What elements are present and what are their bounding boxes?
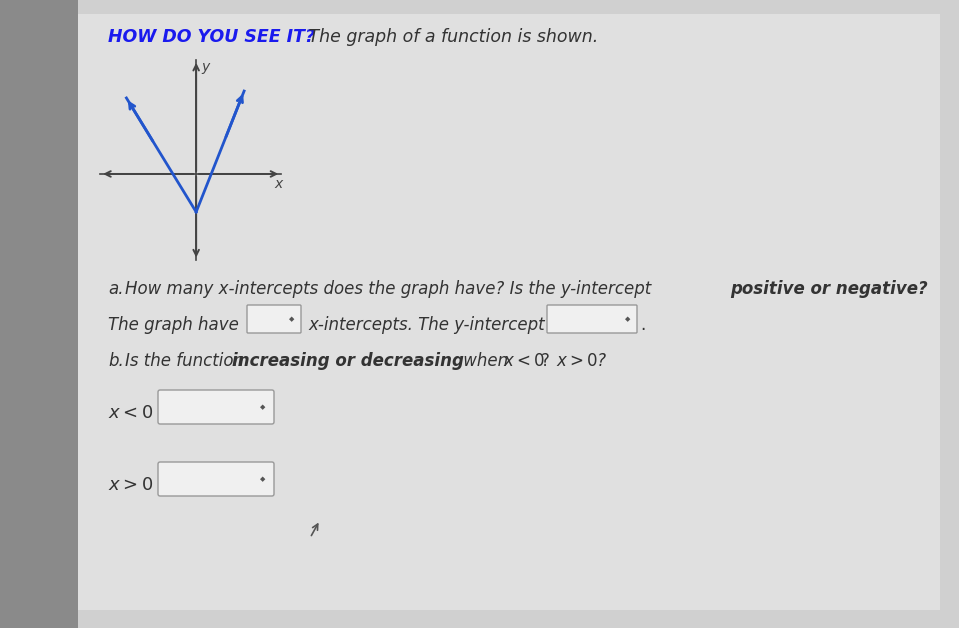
Text: ?: ? — [592, 352, 606, 370]
Text: HOW DO YOU SEE IT?: HOW DO YOU SEE IT? — [108, 28, 316, 46]
Text: y: y — [201, 60, 210, 74]
Text: x-intercepts. The y-intercept is: x-intercepts. The y-intercept is — [308, 316, 563, 334]
Text: ◆: ◆ — [260, 404, 266, 410]
Text: $x>0$: $x>0$ — [556, 352, 598, 370]
Text: positive or negative?: positive or negative? — [730, 280, 927, 298]
Text: $x>0$: $x>0$ — [108, 476, 153, 494]
Text: $x<0$: $x<0$ — [108, 404, 153, 422]
Text: a.: a. — [108, 280, 124, 298]
Text: $?$: $?$ — [540, 352, 550, 370]
Text: increasing or decreasing: increasing or decreasing — [232, 352, 464, 370]
Text: when: when — [458, 352, 513, 370]
FancyBboxPatch shape — [0, 0, 78, 628]
Text: b.: b. — [108, 352, 124, 370]
Text: ◆: ◆ — [625, 316, 631, 322]
FancyBboxPatch shape — [78, 14, 940, 610]
Text: The graph have: The graph have — [108, 316, 239, 334]
Text: The graph of a function is shown.: The graph of a function is shown. — [303, 28, 598, 46]
FancyBboxPatch shape — [158, 390, 274, 424]
Text: Is the function: Is the function — [125, 352, 249, 370]
Text: .: . — [640, 316, 645, 334]
Text: $x<0$: $x<0$ — [503, 352, 545, 370]
FancyBboxPatch shape — [247, 305, 301, 333]
Text: ◆: ◆ — [260, 476, 266, 482]
FancyBboxPatch shape — [158, 462, 274, 496]
Text: x: x — [275, 176, 283, 191]
FancyBboxPatch shape — [547, 305, 637, 333]
Text: How many x-intercepts does the graph have? Is the y-intercept: How many x-intercepts does the graph hav… — [125, 280, 657, 298]
Text: ◆: ◆ — [290, 316, 294, 322]
